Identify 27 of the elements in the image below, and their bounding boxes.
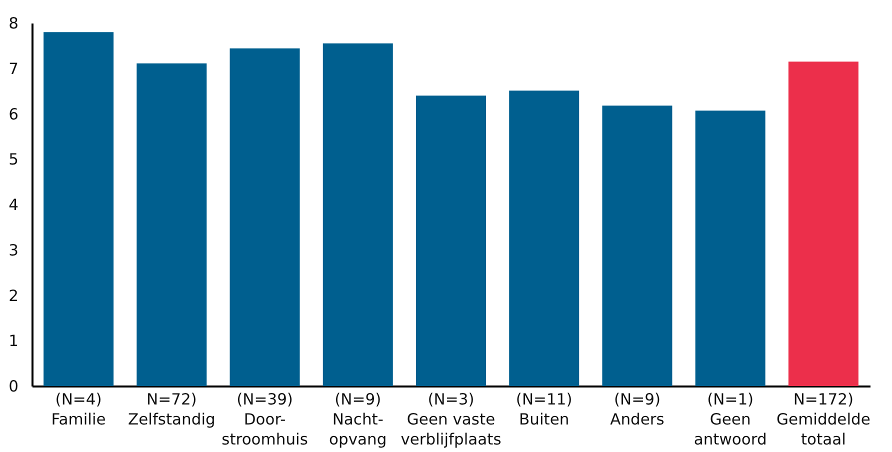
- y-tick-label: 2: [8, 286, 18, 305]
- bar: [416, 96, 486, 386]
- x-tick-label: (N=1) Geen antwoord: [694, 390, 767, 448]
- bar: [230, 48, 300, 386]
- bar: [44, 32, 114, 386]
- bar: [695, 110, 766, 386]
- bar: [788, 62, 858, 386]
- y-tick-label: 6: [8, 105, 18, 124]
- x-tick-label: N=172) Gemiddelde totaal: [776, 390, 870, 448]
- bar: [509, 90, 580, 386]
- y-tick-label: 7: [8, 60, 18, 78]
- x-tick-label: (N=9) Anders: [610, 390, 664, 428]
- y-tick-label: 3: [8, 241, 18, 260]
- y-tick-label: 5: [8, 150, 18, 169]
- y-tick-label: 1: [8, 332, 18, 350]
- y-tick-label: 0: [8, 378, 18, 396]
- x-tick-label: N=72) Zelfstandig: [128, 390, 216, 428]
- bar: [602, 106, 672, 386]
- y-tick-label: 8: [8, 14, 18, 32]
- y-tick-label: 4: [8, 196, 18, 214]
- x-tick-label: (N=3) Geen vaste verblijfplaats: [400, 390, 502, 448]
- x-tick-label: (N=9) Nacht- opvang: [329, 390, 387, 448]
- x-tick-label: (N=11) Buiten: [516, 390, 572, 428]
- bar: [136, 63, 207, 386]
- x-tick-label: (N=4) Familie: [51, 390, 106, 428]
- bar: [322, 43, 393, 386]
- x-tick-label: (N=39) Door- stroomhuis: [222, 390, 308, 448]
